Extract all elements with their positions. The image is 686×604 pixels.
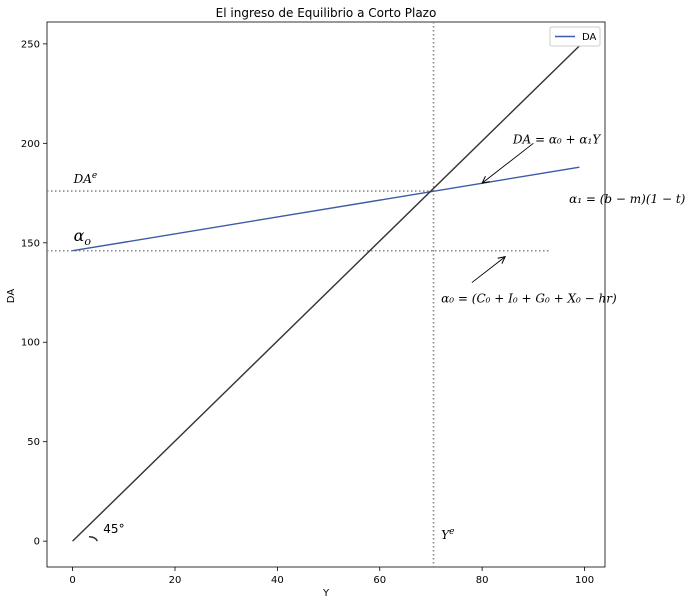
plot-area: 0 20 40 60 80 100 0 50 100 150 200 250 DAe αo Ye 45° DA … bbox=[21, 21, 686, 586]
annotation-ye: Ye bbox=[441, 527, 454, 542]
legend-label: DA bbox=[582, 32, 597, 43]
annotation-alpha0: α₀ = (C₀ + I₀ + G₀ + X₀ − hr) bbox=[441, 291, 617, 305]
legend: DA bbox=[549, 26, 601, 47]
y-tick-label: 200 bbox=[21, 139, 40, 150]
series-line-45deg bbox=[72, 45, 580, 542]
y-tick-label: 0 bbox=[34, 537, 40, 548]
y-axis-label: DA bbox=[6, 289, 17, 304]
x-tick-label: 60 bbox=[373, 575, 386, 586]
x-tick-label: 100 bbox=[575, 575, 594, 586]
x-tick-label: 0 bbox=[69, 575, 75, 586]
annotation-arrow bbox=[482, 142, 534, 183]
y-tick-label: 100 bbox=[21, 338, 40, 349]
series-line-da bbox=[72, 166, 580, 252]
annotation-da_eq: DA = α₀ + α₁Y bbox=[512, 132, 601, 146]
annotation-alpha1: α₁ = (b − m)(1 − t) bbox=[569, 192, 686, 206]
y-tick-label: 50 bbox=[27, 437, 40, 448]
angle-arc bbox=[88, 535, 98, 542]
x-tick-label: 80 bbox=[476, 575, 489, 586]
x-axis-label: Y bbox=[322, 588, 330, 599]
x-tick-label: 40 bbox=[271, 575, 284, 586]
annotation-arrow bbox=[471, 257, 505, 283]
y-tick-label: 150 bbox=[21, 238, 40, 249]
x-tick-label: 20 bbox=[169, 575, 182, 586]
y-tick-label: 250 bbox=[21, 39, 40, 50]
annotation-angle: 45° bbox=[103, 522, 124, 536]
axes-frame bbox=[46, 21, 606, 568]
annotation-alpha_o: αo bbox=[74, 226, 92, 248]
annotation-dae: DAe bbox=[73, 171, 98, 186]
chart-title: El ingreso de Equilibrio a Corto Plazo bbox=[216, 6, 437, 20]
